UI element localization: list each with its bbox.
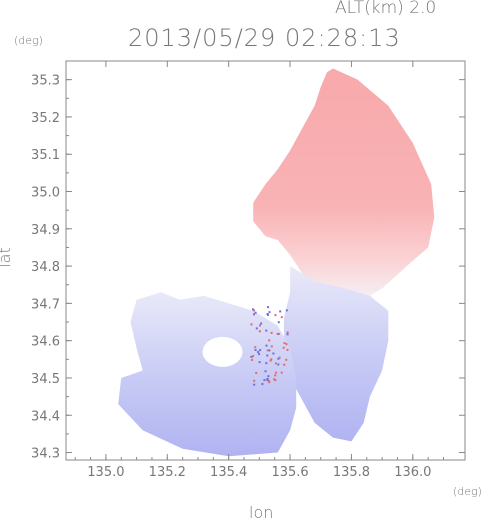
speckle xyxy=(253,379,256,382)
speckle xyxy=(277,332,280,335)
speckle xyxy=(286,348,289,351)
y-tick-label: 34.7 xyxy=(31,297,60,312)
timestamp-title: 2013/05/29 02:28:13 xyxy=(128,24,401,52)
speckle xyxy=(253,313,255,316)
x-tick-label: 136.0 xyxy=(394,465,431,480)
speckle xyxy=(277,357,280,360)
speckle xyxy=(270,358,273,361)
speckle xyxy=(258,353,261,356)
speckle xyxy=(267,306,269,309)
speckle xyxy=(269,359,272,362)
speckle xyxy=(268,311,271,314)
speckle xyxy=(285,309,288,312)
axis-ticks: 135.0 135.2 135.4 135.6 135.8 136.0 34.3 34.4 34… xyxy=(31,60,465,480)
speckle xyxy=(270,331,273,334)
speckle xyxy=(274,379,277,382)
speckle xyxy=(254,346,257,349)
x-tick-label: 135.8 xyxy=(333,465,370,480)
y-tick-label: 35.0 xyxy=(31,186,60,201)
speckle xyxy=(270,345,273,348)
speckle xyxy=(280,371,283,374)
speckle xyxy=(258,330,261,333)
speckle xyxy=(251,358,253,361)
speckle xyxy=(266,349,269,352)
y-tick-label: 35.1 xyxy=(31,148,60,163)
speckle xyxy=(277,321,280,324)
speckle xyxy=(283,363,286,366)
speckle xyxy=(260,322,263,325)
y-tick-label: 34.5 xyxy=(31,372,60,387)
speckle xyxy=(255,371,258,374)
speckle xyxy=(253,383,256,386)
speckle xyxy=(278,356,281,359)
y-tick-label: 34.9 xyxy=(31,223,60,238)
x-tick-label: 135.2 xyxy=(149,465,186,480)
speckle xyxy=(266,354,269,357)
speckle xyxy=(266,378,269,381)
speckle xyxy=(286,333,289,336)
speckle xyxy=(266,313,269,315)
y-tick-label: 35.2 xyxy=(31,111,60,126)
speckle xyxy=(252,355,255,358)
speckle xyxy=(283,342,286,345)
region-south-west xyxy=(118,292,297,457)
speckle xyxy=(273,378,276,381)
speckle xyxy=(265,344,268,347)
region-no-echo-hole xyxy=(202,336,243,367)
speckle xyxy=(252,308,254,311)
speckle xyxy=(261,383,264,385)
speckle xyxy=(265,329,268,332)
region-south-east xyxy=(283,266,389,442)
speckle xyxy=(265,362,268,365)
speckle xyxy=(279,310,282,313)
y-tick-label: 34.3 xyxy=(31,447,60,462)
speckle xyxy=(282,346,285,349)
x-tick-label: 135.6 xyxy=(271,465,308,480)
speckle xyxy=(272,352,275,355)
speckle xyxy=(274,314,277,317)
y-tick-label: 34.8 xyxy=(31,260,60,275)
speckle xyxy=(277,363,280,366)
speckle xyxy=(268,349,271,352)
x-axis-unit: (deg) xyxy=(453,485,482,498)
speckle xyxy=(286,331,289,334)
speckle xyxy=(258,324,261,327)
y-tick-label: 34.4 xyxy=(31,409,60,424)
speckle xyxy=(285,358,288,361)
plot-frame xyxy=(65,60,466,461)
speckle xyxy=(257,351,260,353)
speckle xyxy=(274,374,277,377)
y-tick-label: 34.6 xyxy=(31,335,60,350)
speckle xyxy=(254,349,257,351)
y-tick-label: 35.3 xyxy=(31,74,60,89)
speckle xyxy=(267,375,270,378)
altitude-label: ALT(km) 2.0 xyxy=(335,0,437,18)
speckle xyxy=(263,379,266,382)
speckle xyxy=(253,309,256,312)
x-tick-label: 135.4 xyxy=(210,465,247,480)
speckle xyxy=(255,327,258,330)
speckle xyxy=(276,333,279,335)
speckle xyxy=(259,349,262,352)
speckle xyxy=(250,355,253,358)
speckle xyxy=(280,316,283,319)
x-axis-label: lon xyxy=(249,503,274,522)
speckle-noise xyxy=(250,306,289,386)
y-axis-unit: (deg) xyxy=(14,34,43,47)
region-north-east xyxy=(253,68,435,300)
speckle xyxy=(258,361,261,364)
speckle xyxy=(274,362,277,365)
speckle xyxy=(266,379,269,382)
speckle xyxy=(285,343,288,346)
data-regions xyxy=(118,68,435,457)
speckle xyxy=(268,339,271,342)
speckle xyxy=(250,323,253,326)
speckle xyxy=(254,311,257,314)
speckle xyxy=(268,380,271,383)
speckle xyxy=(275,371,278,374)
speckle xyxy=(264,370,267,373)
x-tick-label: 135.0 xyxy=(87,465,124,480)
